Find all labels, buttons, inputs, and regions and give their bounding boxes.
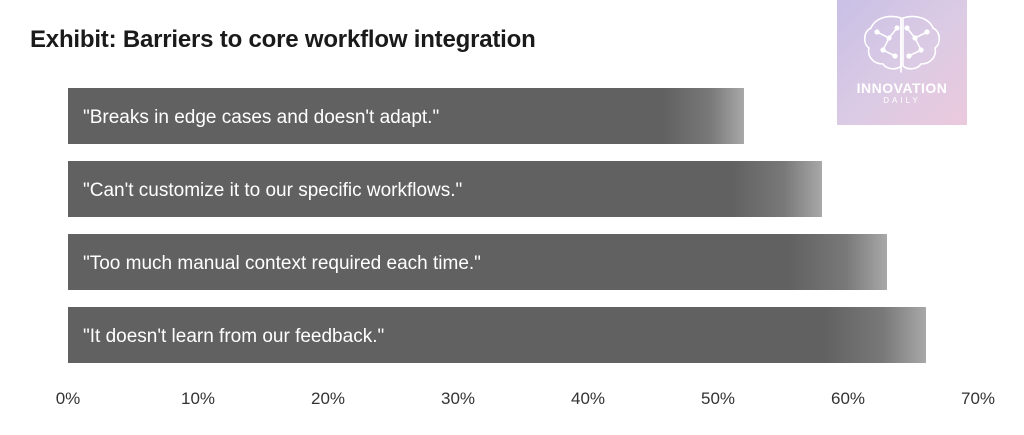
x-tick-label: 30% bbox=[441, 389, 475, 408]
bar-label-2: "Can't customize it to our specific work… bbox=[83, 180, 462, 201]
x-tick-label: 20% bbox=[311, 389, 345, 408]
x-tick-label: 0% bbox=[56, 389, 81, 408]
x-tick-label: 10% bbox=[181, 389, 215, 408]
logo-name: INNOVATION bbox=[856, 80, 948, 96]
brand-logo: INNOVATION DAILY bbox=[837, 0, 967, 125]
bar-3 bbox=[68, 234, 887, 290]
bar-label-1: "Breaks in edge cases and doesn't adapt.… bbox=[83, 107, 439, 128]
x-tick-label: 50% bbox=[701, 389, 735, 408]
brain-icon bbox=[863, 15, 941, 73]
x-tick-label: 60% bbox=[831, 389, 865, 408]
x-tick-label: 40% bbox=[571, 389, 605, 408]
bar-1 bbox=[68, 88, 744, 144]
bar-label-3: "Too much manual context required each t… bbox=[83, 253, 481, 274]
bar-2 bbox=[68, 161, 822, 217]
logo-subtitle: DAILY bbox=[883, 96, 921, 105]
chart-title: Exhibit: Barriers to core workflow integ… bbox=[30, 26, 536, 53]
bar-4 bbox=[68, 307, 926, 363]
x-tick-label: 70% bbox=[961, 389, 995, 408]
bar-label-4: "It doesn't learn from our feedback." bbox=[83, 326, 384, 347]
